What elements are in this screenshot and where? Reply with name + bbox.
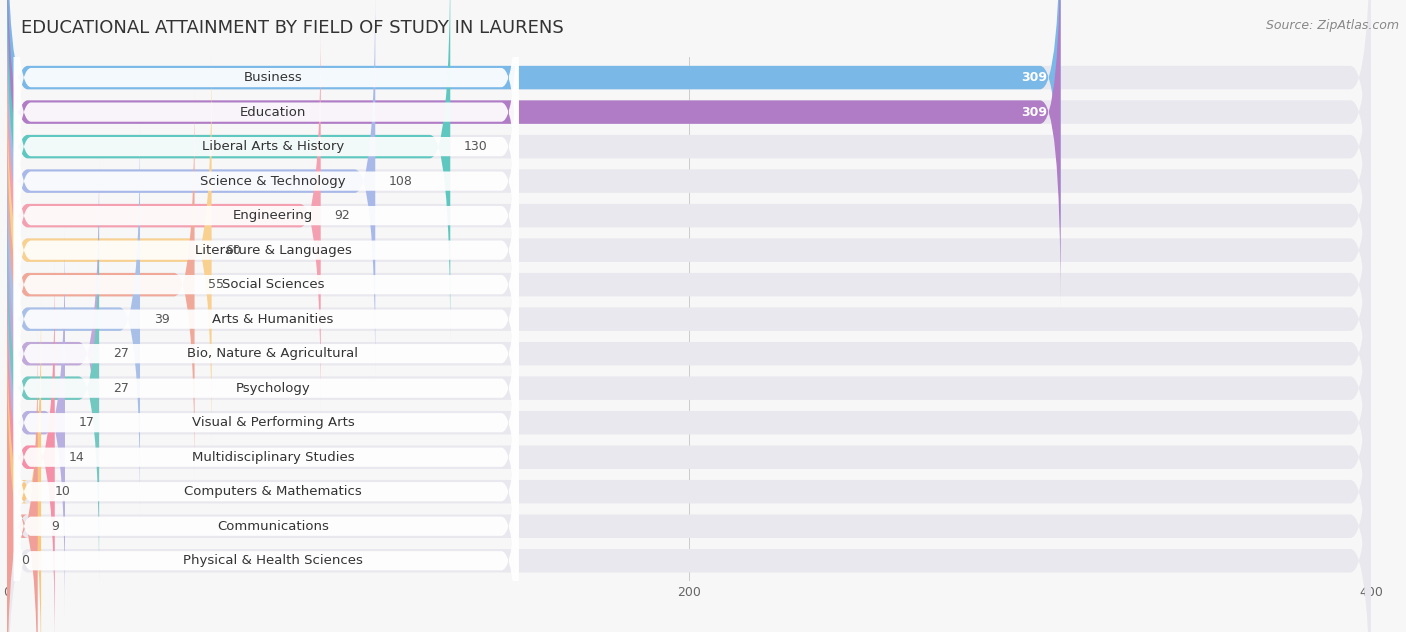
Text: Physical & Health Sciences: Physical & Health Sciences xyxy=(183,554,363,568)
Text: 17: 17 xyxy=(79,416,94,429)
Text: Science & Technology: Science & Technology xyxy=(200,174,346,188)
Text: 60: 60 xyxy=(225,244,240,257)
FancyBboxPatch shape xyxy=(14,18,519,344)
FancyBboxPatch shape xyxy=(7,193,98,583)
FancyBboxPatch shape xyxy=(14,363,519,632)
Text: 27: 27 xyxy=(112,347,128,360)
FancyBboxPatch shape xyxy=(7,20,1371,411)
FancyBboxPatch shape xyxy=(7,0,1371,342)
Text: 309: 309 xyxy=(1021,71,1047,84)
FancyBboxPatch shape xyxy=(7,0,1371,307)
Text: Engineering: Engineering xyxy=(233,209,314,222)
Text: Business: Business xyxy=(243,71,302,84)
FancyBboxPatch shape xyxy=(7,89,1371,480)
Text: 14: 14 xyxy=(69,451,84,464)
FancyBboxPatch shape xyxy=(7,0,1060,307)
FancyBboxPatch shape xyxy=(7,124,141,514)
FancyBboxPatch shape xyxy=(14,191,519,516)
FancyBboxPatch shape xyxy=(7,296,41,632)
Text: Bio, Nature & Agricultural: Bio, Nature & Agricultural xyxy=(187,347,359,360)
FancyBboxPatch shape xyxy=(7,262,1371,632)
FancyBboxPatch shape xyxy=(14,329,519,632)
FancyBboxPatch shape xyxy=(14,0,519,241)
Text: Social Sciences: Social Sciences xyxy=(222,278,325,291)
FancyBboxPatch shape xyxy=(14,295,519,620)
FancyBboxPatch shape xyxy=(7,0,375,377)
FancyBboxPatch shape xyxy=(14,260,519,586)
FancyBboxPatch shape xyxy=(14,87,519,413)
Text: 108: 108 xyxy=(389,174,413,188)
FancyBboxPatch shape xyxy=(7,262,55,632)
FancyBboxPatch shape xyxy=(7,159,1371,549)
FancyBboxPatch shape xyxy=(7,365,1371,632)
Text: Education: Education xyxy=(240,106,307,119)
Text: Multidisciplinary Studies: Multidisciplinary Studies xyxy=(191,451,354,464)
Text: Psychology: Psychology xyxy=(236,382,311,394)
Text: 9: 9 xyxy=(52,520,59,533)
Text: 92: 92 xyxy=(335,209,350,222)
Text: 27: 27 xyxy=(112,382,128,394)
FancyBboxPatch shape xyxy=(7,89,194,480)
Text: Arts & Humanities: Arts & Humanities xyxy=(212,313,333,325)
Text: 10: 10 xyxy=(55,485,70,498)
FancyBboxPatch shape xyxy=(14,0,519,275)
FancyBboxPatch shape xyxy=(14,156,519,482)
FancyBboxPatch shape xyxy=(7,0,1371,273)
FancyBboxPatch shape xyxy=(7,0,1060,273)
FancyBboxPatch shape xyxy=(14,225,519,551)
Text: Liberal Arts & History: Liberal Arts & History xyxy=(202,140,344,153)
FancyBboxPatch shape xyxy=(7,20,321,411)
FancyBboxPatch shape xyxy=(7,228,65,618)
Text: 130: 130 xyxy=(464,140,488,153)
FancyBboxPatch shape xyxy=(14,398,519,632)
FancyBboxPatch shape xyxy=(14,0,519,310)
FancyBboxPatch shape xyxy=(7,124,1371,514)
FancyBboxPatch shape xyxy=(7,296,1371,632)
FancyBboxPatch shape xyxy=(7,0,450,342)
FancyBboxPatch shape xyxy=(7,55,211,446)
Text: Visual & Performing Arts: Visual & Performing Arts xyxy=(191,416,354,429)
Text: 39: 39 xyxy=(153,313,169,325)
FancyBboxPatch shape xyxy=(7,0,1371,377)
Text: 309: 309 xyxy=(1021,106,1047,119)
Text: 55: 55 xyxy=(208,278,224,291)
FancyBboxPatch shape xyxy=(7,331,1371,632)
FancyBboxPatch shape xyxy=(7,159,98,549)
Text: Communications: Communications xyxy=(217,520,329,533)
FancyBboxPatch shape xyxy=(7,55,1371,446)
Text: Source: ZipAtlas.com: Source: ZipAtlas.com xyxy=(1265,19,1399,32)
Text: EDUCATIONAL ATTAINMENT BY FIELD OF STUDY IN LAURENS: EDUCATIONAL ATTAINMENT BY FIELD OF STUDY… xyxy=(21,19,564,37)
FancyBboxPatch shape xyxy=(7,331,38,632)
Text: Literature & Languages: Literature & Languages xyxy=(194,244,352,257)
Text: 0: 0 xyxy=(21,554,28,568)
FancyBboxPatch shape xyxy=(14,52,519,379)
FancyBboxPatch shape xyxy=(7,228,1371,618)
Text: Computers & Mathematics: Computers & Mathematics xyxy=(184,485,361,498)
FancyBboxPatch shape xyxy=(7,193,1371,583)
FancyBboxPatch shape xyxy=(14,122,519,447)
